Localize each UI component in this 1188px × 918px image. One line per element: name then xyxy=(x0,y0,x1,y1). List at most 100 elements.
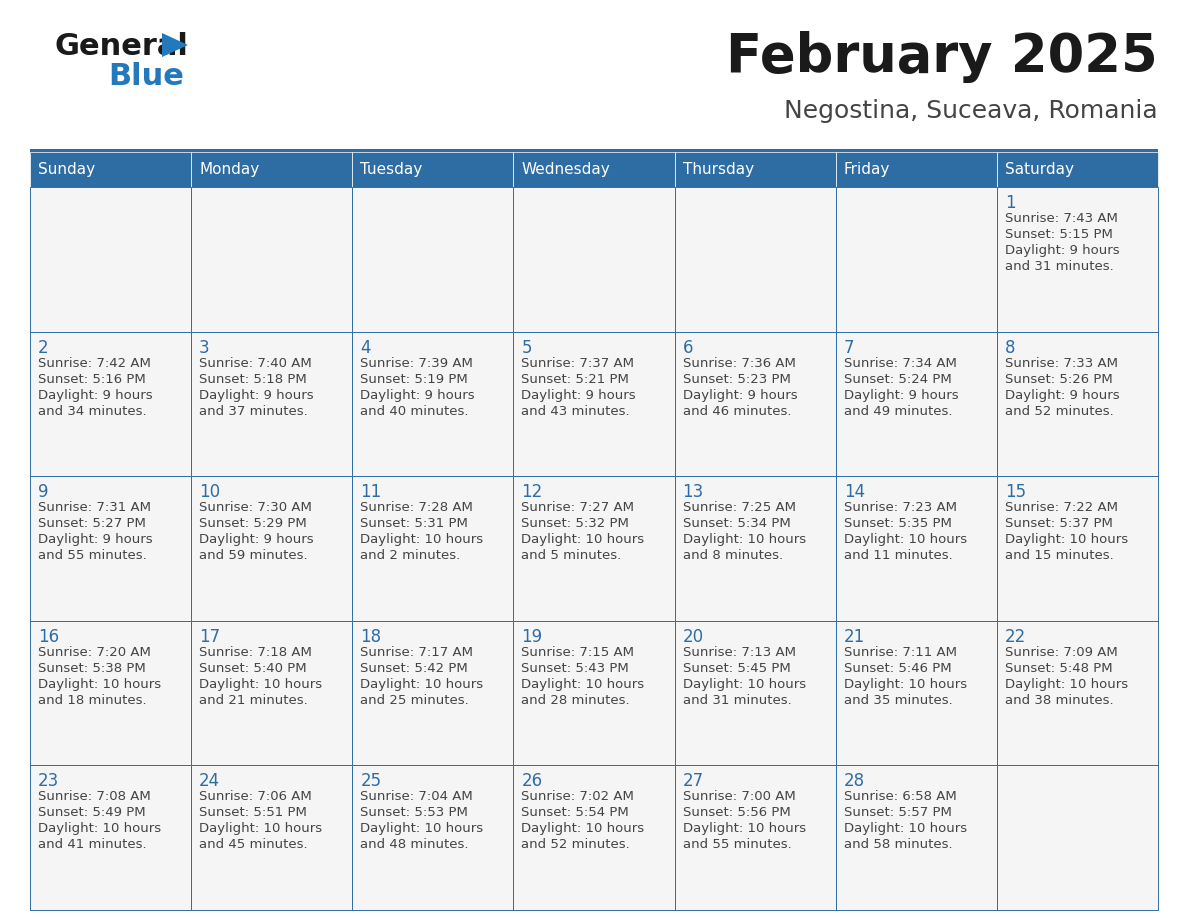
Text: and 2 minutes.: and 2 minutes. xyxy=(360,549,461,562)
Text: and 31 minutes.: and 31 minutes. xyxy=(683,694,791,707)
Text: Daylight: 9 hours: Daylight: 9 hours xyxy=(200,533,314,546)
Text: and 58 minutes.: and 58 minutes. xyxy=(843,838,953,851)
Polygon shape xyxy=(162,33,188,57)
Bar xyxy=(191,187,353,331)
Text: Sunset: 5:26 PM: Sunset: 5:26 PM xyxy=(1005,373,1113,386)
Text: Sunday: Sunday xyxy=(38,162,95,177)
Text: Sunset: 5:40 PM: Sunset: 5:40 PM xyxy=(200,662,307,675)
Bar xyxy=(675,476,835,621)
Bar xyxy=(997,766,1158,910)
Text: Sunrise: 7:20 AM: Sunrise: 7:20 AM xyxy=(38,645,151,659)
Text: Daylight: 10 hours: Daylight: 10 hours xyxy=(843,533,967,546)
Text: Sunrise: 7:23 AM: Sunrise: 7:23 AM xyxy=(843,501,956,514)
Text: Sunrise: 7:18 AM: Sunrise: 7:18 AM xyxy=(200,645,312,659)
Bar xyxy=(30,621,191,766)
Text: 23: 23 xyxy=(38,772,59,790)
Text: and 34 minutes.: and 34 minutes. xyxy=(38,405,146,418)
Text: 28: 28 xyxy=(843,772,865,790)
Text: and 31 minutes.: and 31 minutes. xyxy=(1005,260,1113,273)
Text: 13: 13 xyxy=(683,483,703,501)
Text: Tuesday: Tuesday xyxy=(360,162,423,177)
Text: Sunrise: 7:11 AM: Sunrise: 7:11 AM xyxy=(843,645,956,659)
Text: Sunrise: 7:02 AM: Sunrise: 7:02 AM xyxy=(522,790,634,803)
Text: and 45 minutes.: and 45 minutes. xyxy=(200,838,308,851)
Text: Sunset: 5:45 PM: Sunset: 5:45 PM xyxy=(683,662,790,675)
Text: 4: 4 xyxy=(360,339,371,356)
Text: Sunrise: 7:00 AM: Sunrise: 7:00 AM xyxy=(683,790,795,803)
Text: Wednesday: Wednesday xyxy=(522,162,611,177)
Bar xyxy=(675,621,835,766)
Text: Sunset: 5:32 PM: Sunset: 5:32 PM xyxy=(522,517,630,531)
Bar xyxy=(835,331,997,476)
Text: Monday: Monday xyxy=(200,162,259,177)
Text: Sunrise: 7:25 AM: Sunrise: 7:25 AM xyxy=(683,501,796,514)
Bar xyxy=(353,476,513,621)
Bar xyxy=(30,331,191,476)
Text: Daylight: 10 hours: Daylight: 10 hours xyxy=(683,677,805,691)
Text: Sunset: 5:49 PM: Sunset: 5:49 PM xyxy=(38,806,146,820)
Text: Sunrise: 7:39 AM: Sunrise: 7:39 AM xyxy=(360,356,473,370)
Text: Daylight: 10 hours: Daylight: 10 hours xyxy=(522,677,645,691)
Text: and 48 minutes.: and 48 minutes. xyxy=(360,838,469,851)
Text: Sunset: 5:29 PM: Sunset: 5:29 PM xyxy=(200,517,307,531)
Text: Daylight: 10 hours: Daylight: 10 hours xyxy=(360,533,484,546)
Text: and 18 minutes.: and 18 minutes. xyxy=(38,694,146,707)
Text: February 2025: February 2025 xyxy=(726,31,1158,83)
Text: 15: 15 xyxy=(1005,483,1026,501)
Text: General: General xyxy=(55,32,189,61)
Text: and 40 minutes.: and 40 minutes. xyxy=(360,405,469,418)
Text: and 15 minutes.: and 15 minutes. xyxy=(1005,549,1113,562)
Text: Daylight: 10 hours: Daylight: 10 hours xyxy=(683,823,805,835)
Text: and 21 minutes.: and 21 minutes. xyxy=(200,694,308,707)
Text: and 49 minutes.: and 49 minutes. xyxy=(843,405,953,418)
Bar xyxy=(675,766,835,910)
Bar xyxy=(835,476,997,621)
Text: Sunrise: 7:28 AM: Sunrise: 7:28 AM xyxy=(360,501,473,514)
Text: Sunrise: 7:22 AM: Sunrise: 7:22 AM xyxy=(1005,501,1118,514)
Text: and 52 minutes.: and 52 minutes. xyxy=(522,838,630,851)
Text: and 55 minutes.: and 55 minutes. xyxy=(38,549,147,562)
Text: Sunset: 5:27 PM: Sunset: 5:27 PM xyxy=(38,517,146,531)
Text: Sunrise: 7:30 AM: Sunrise: 7:30 AM xyxy=(200,501,312,514)
Text: 2: 2 xyxy=(38,339,49,356)
Bar xyxy=(353,187,513,331)
Text: Daylight: 9 hours: Daylight: 9 hours xyxy=(360,388,475,401)
Bar xyxy=(30,766,191,910)
Text: Sunrise: 7:33 AM: Sunrise: 7:33 AM xyxy=(1005,356,1118,370)
Text: Sunrise: 7:13 AM: Sunrise: 7:13 AM xyxy=(683,645,796,659)
Bar xyxy=(353,621,513,766)
Text: Daylight: 10 hours: Daylight: 10 hours xyxy=(843,823,967,835)
Text: and 59 minutes.: and 59 minutes. xyxy=(200,549,308,562)
Text: Sunset: 5:37 PM: Sunset: 5:37 PM xyxy=(1005,517,1113,531)
Text: 9: 9 xyxy=(38,483,49,501)
Bar xyxy=(513,187,675,331)
Bar xyxy=(191,621,353,766)
Text: Daylight: 9 hours: Daylight: 9 hours xyxy=(522,388,636,401)
Text: Sunset: 5:51 PM: Sunset: 5:51 PM xyxy=(200,806,307,820)
Text: Sunrise: 7:08 AM: Sunrise: 7:08 AM xyxy=(38,790,151,803)
Bar xyxy=(835,766,997,910)
Text: Sunrise: 7:15 AM: Sunrise: 7:15 AM xyxy=(522,645,634,659)
Bar xyxy=(997,621,1158,766)
Text: Daylight: 9 hours: Daylight: 9 hours xyxy=(1005,388,1119,401)
Text: Daylight: 10 hours: Daylight: 10 hours xyxy=(360,677,484,691)
Bar xyxy=(513,152,675,187)
Text: 16: 16 xyxy=(38,628,59,645)
Text: Sunrise: 6:58 AM: Sunrise: 6:58 AM xyxy=(843,790,956,803)
Text: Sunrise: 7:43 AM: Sunrise: 7:43 AM xyxy=(1005,212,1118,225)
Text: 3: 3 xyxy=(200,339,210,356)
Text: Daylight: 9 hours: Daylight: 9 hours xyxy=(1005,244,1119,257)
Text: Sunset: 5:42 PM: Sunset: 5:42 PM xyxy=(360,662,468,675)
Text: Sunrise: 7:31 AM: Sunrise: 7:31 AM xyxy=(38,501,151,514)
Text: 6: 6 xyxy=(683,339,693,356)
Bar xyxy=(353,766,513,910)
Text: Sunrise: 7:34 AM: Sunrise: 7:34 AM xyxy=(843,356,956,370)
Text: 7: 7 xyxy=(843,339,854,356)
Bar xyxy=(30,149,1158,154)
Text: Sunrise: 7:17 AM: Sunrise: 7:17 AM xyxy=(360,645,473,659)
Bar xyxy=(30,476,191,621)
Bar xyxy=(997,187,1158,331)
Text: and 28 minutes.: and 28 minutes. xyxy=(522,694,630,707)
Text: Sunset: 5:46 PM: Sunset: 5:46 PM xyxy=(843,662,952,675)
Text: 12: 12 xyxy=(522,483,543,501)
